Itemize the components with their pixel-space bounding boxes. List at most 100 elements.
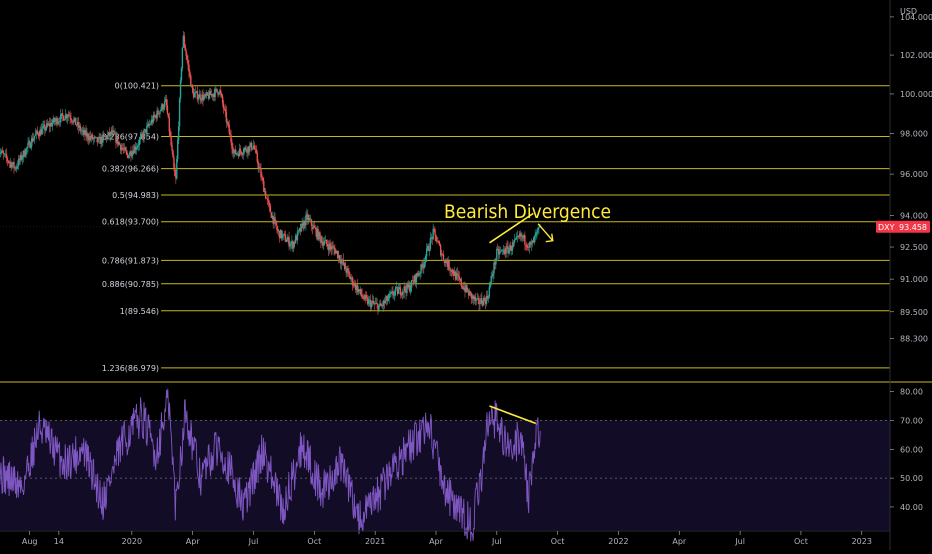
candle-body	[344, 263, 346, 270]
candle-body	[509, 245, 511, 250]
candle-body	[169, 131, 171, 136]
time-tick-label: 2021	[365, 537, 385, 546]
rsi-tick-label: 70.00	[900, 416, 923, 425]
candle-body	[59, 121, 61, 123]
drawings[interactable]	[489, 212, 554, 425]
candle-body	[17, 166, 19, 167]
candle-body	[292, 241, 294, 249]
fib-level-label: 1.236(86.979)	[102, 364, 159, 373]
candle-body	[201, 94, 203, 101]
candle-body	[418, 273, 420, 276]
candle-body	[359, 289, 361, 291]
candle-body	[102, 134, 104, 143]
candle-body	[119, 144, 122, 151]
candle-body	[155, 115, 157, 119]
candle-body	[516, 235, 519, 237]
candle-body	[65, 114, 68, 119]
candle-body	[308, 218, 311, 220]
candle-body	[208, 90, 211, 99]
candle-body	[198, 94, 200, 98]
candle-body	[305, 215, 307, 226]
candle-body	[46, 123, 48, 129]
candle-body	[352, 285, 355, 287]
candle-body	[373, 303, 375, 305]
candle-body	[52, 118, 54, 123]
candle-body	[389, 293, 391, 295]
candle-body	[88, 138, 90, 141]
candle-body	[354, 282, 357, 290]
candle-body	[271, 215, 273, 218]
candle-body	[147, 124, 149, 127]
candle-body	[523, 235, 525, 239]
candle-body	[367, 299, 370, 305]
candle-body	[438, 241, 440, 244]
time-tick-label: Jul	[248, 537, 259, 546]
candle-body	[313, 225, 316, 228]
candle-body	[262, 177, 264, 182]
candle-body	[279, 230, 282, 239]
candle-body	[62, 116, 65, 121]
candle-body	[30, 146, 32, 148]
candle-body	[294, 235, 297, 244]
candle-body	[108, 132, 111, 137]
candle-body	[73, 119, 75, 123]
axes[interactable]: 104.000 102.000 100.000 98.000 96.000 94.000 9…	[22, 13, 932, 546]
bearish-divergence-annotation[interactable]: Bearish Divergence	[444, 201, 611, 223]
candle-body	[51, 122, 54, 127]
candle-body	[131, 154, 133, 157]
candle-body	[7, 160, 10, 163]
candle-body	[16, 166, 18, 169]
candle-body	[266, 198, 269, 201]
candle-body	[260, 168, 262, 178]
candle-body	[128, 154, 130, 159]
candle-body	[126, 152, 128, 156]
candle-body	[355, 284, 358, 290]
candle-body	[494, 262, 496, 265]
candle-body	[531, 240, 534, 244]
candle-body	[49, 122, 52, 127]
candle-body	[327, 246, 330, 251]
candle-body	[362, 296, 364, 299]
candle-body	[347, 268, 349, 271]
candle-body	[532, 240, 535, 243]
candle-body	[244, 147, 246, 150]
candle-body	[503, 249, 505, 254]
candle-body	[20, 154, 23, 160]
candle-body	[240, 151, 243, 155]
candle-body	[349, 273, 351, 279]
candle-body	[61, 113, 64, 117]
candle-body	[122, 148, 125, 150]
candle-body	[512, 242, 515, 243]
candle-body	[442, 254, 445, 261]
candle-body	[298, 228, 301, 231]
candle-body	[194, 91, 197, 94]
candle-body	[89, 135, 91, 141]
rsi-tick-label: 60.00	[900, 445, 923, 454]
projection-arrow-head	[545, 233, 554, 243]
candle-body	[310, 219, 313, 226]
candle-body	[379, 303, 381, 306]
candle-body	[533, 236, 535, 243]
projection-arrow-shaft	[537, 223, 554, 242]
candle-body	[219, 90, 221, 94]
candle-body	[312, 225, 315, 229]
candle-body	[47, 123, 50, 126]
candle-body	[338, 255, 341, 261]
candle-body	[406, 283, 408, 294]
candle-body	[258, 166, 260, 168]
candle-body	[475, 298, 477, 301]
candle-body	[103, 134, 105, 136]
candle-body	[104, 136, 107, 137]
candle-body	[87, 133, 89, 139]
candle-body	[520, 233, 522, 237]
candle-body	[322, 241, 324, 246]
candle-body	[227, 122, 229, 125]
candle-body	[491, 276, 493, 277]
candle-body	[384, 300, 387, 304]
candle-body	[60, 114, 62, 123]
candle-body	[68, 114, 70, 116]
candle-body	[117, 137, 119, 145]
candle-body	[500, 250, 503, 251]
